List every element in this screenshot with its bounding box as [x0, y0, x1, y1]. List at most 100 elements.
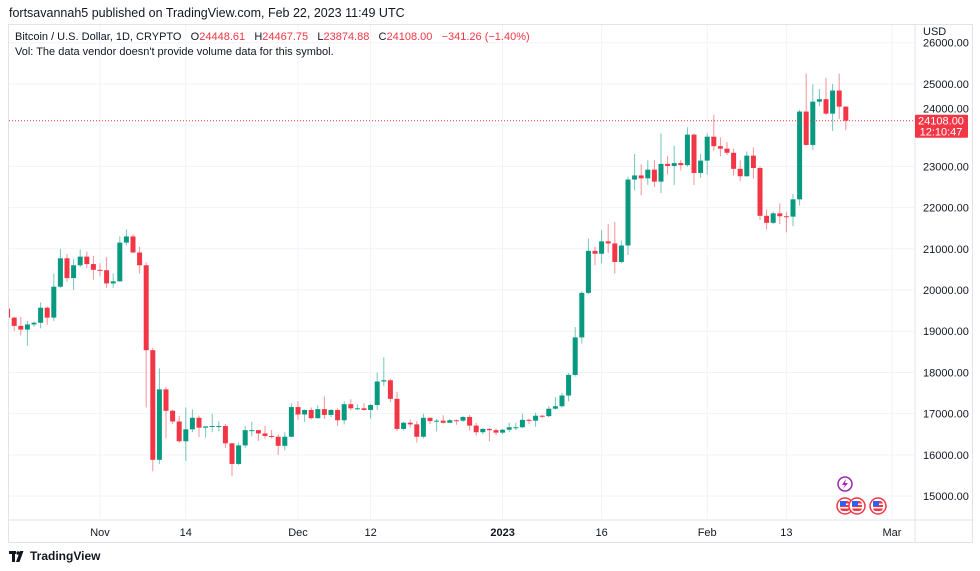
candle[interactable] — [249, 421, 255, 437]
candle[interactable] — [744, 151, 750, 177]
candle[interactable] — [295, 401, 301, 420]
candle[interactable] — [592, 246, 598, 266]
candle[interactable] — [552, 397, 558, 410]
candle[interactable] — [559, 393, 565, 408]
candle[interactable] — [790, 193, 796, 227]
candle[interactable] — [500, 428, 506, 435]
candle[interactable] — [196, 415, 202, 438]
candle[interactable] — [599, 230, 605, 264]
candle[interactable] — [638, 164, 644, 196]
candle[interactable] — [612, 222, 618, 274]
candle[interactable] — [57, 248, 63, 288]
candle[interactable] — [460, 416, 466, 422]
candle[interactable] — [810, 84, 816, 150]
candle[interactable] — [302, 409, 308, 422]
currency-label[interactable]: USD — [923, 26, 946, 38]
candle[interactable] — [645, 160, 651, 185]
candle[interactable] — [130, 234, 136, 253]
candle[interactable] — [110, 273, 116, 288]
candle[interactable] — [341, 401, 347, 425]
candle[interactable] — [427, 417, 433, 424]
candle[interactable] — [387, 379, 393, 403]
candle[interactable] — [493, 428, 499, 436]
candle[interactable] — [757, 166, 763, 220]
candle[interactable] — [183, 407, 189, 462]
candle[interactable] — [724, 142, 730, 156]
us-flag-event-icon[interactable] — [848, 497, 866, 515]
candle[interactable] — [764, 209, 770, 230]
candle[interactable] — [77, 249, 83, 267]
candle[interactable] — [354, 404, 360, 410]
candle[interactable] — [539, 414, 545, 418]
candle[interactable] — [407, 419, 413, 428]
candle[interactable] — [11, 316, 17, 332]
candle[interactable] — [486, 428, 492, 442]
candle[interactable] — [506, 422, 512, 433]
candle[interactable] — [414, 421, 420, 443]
us-flag-event-icon[interactable] — [836, 497, 854, 515]
candle[interactable] — [401, 421, 407, 431]
candle[interactable] — [189, 409, 195, 433]
candle[interactable] — [84, 251, 90, 269]
candle[interactable] — [447, 419, 453, 424]
candle[interactable] — [717, 137, 723, 157]
candle[interactable] — [651, 160, 657, 187]
candle[interactable] — [605, 224, 611, 253]
us-flag-event-icon[interactable] — [869, 497, 887, 515]
candle[interactable] — [203, 426, 209, 438]
candle[interactable] — [533, 412, 539, 427]
candle[interactable] — [229, 442, 235, 477]
candle[interactable] — [698, 154, 704, 178]
candle[interactable] — [288, 403, 294, 438]
candle[interactable] — [269, 430, 275, 439]
candle[interactable] — [381, 357, 387, 387]
candle[interactable] — [737, 160, 743, 182]
candle[interactable] — [137, 246, 143, 274]
candle[interactable] — [684, 127, 690, 167]
candle[interactable] — [823, 77, 829, 115]
candle[interactable] — [691, 133, 697, 185]
candle[interactable] — [632, 154, 638, 191]
candle[interactable] — [843, 105, 849, 131]
candle[interactable] — [262, 426, 268, 439]
candle[interactable] — [348, 399, 354, 411]
candle[interactable] — [473, 422, 479, 436]
candle[interactable] — [143, 262, 149, 408]
candle[interactable] — [777, 203, 783, 225]
candle[interactable] — [163, 386, 169, 439]
candle[interactable] — [275, 434, 281, 455]
candle[interactable] — [170, 409, 176, 424]
candle[interactable] — [440, 415, 446, 424]
candle[interactable] — [572, 327, 578, 377]
candle[interactable] — [394, 391, 400, 431]
candle[interactable] — [420, 413, 426, 439]
candle[interactable] — [176, 415, 182, 443]
candle[interactable] — [480, 428, 486, 435]
candle[interactable] — [434, 419, 440, 432]
candle[interactable] — [64, 254, 70, 282]
candle[interactable] — [5, 302, 11, 327]
candle[interactable] — [658, 133, 664, 194]
candle[interactable] — [236, 442, 242, 466]
lightning-event-icon[interactable] — [837, 476, 853, 492]
candle[interactable] — [816, 88, 822, 107]
candle[interactable] — [671, 145, 677, 185]
candle[interactable] — [368, 403, 374, 419]
candle[interactable] — [678, 160, 684, 171]
candle[interactable] — [328, 409, 334, 417]
candle[interactable] — [242, 426, 248, 448]
candle[interactable] — [797, 109, 803, 206]
candle[interactable] — [665, 156, 671, 175]
candle[interactable] — [513, 422, 519, 431]
candle[interactable] — [97, 263, 103, 277]
candle[interactable] — [315, 405, 321, 419]
candle[interactable] — [731, 148, 737, 176]
candle[interactable] — [546, 406, 552, 418]
candle[interactable] — [44, 306, 50, 325]
candle[interactable] — [24, 320, 30, 346]
candle[interactable] — [750, 147, 756, 179]
candle[interactable] — [90, 255, 96, 280]
candle[interactable] — [117, 236, 123, 282]
candle[interactable] — [150, 347, 156, 472]
